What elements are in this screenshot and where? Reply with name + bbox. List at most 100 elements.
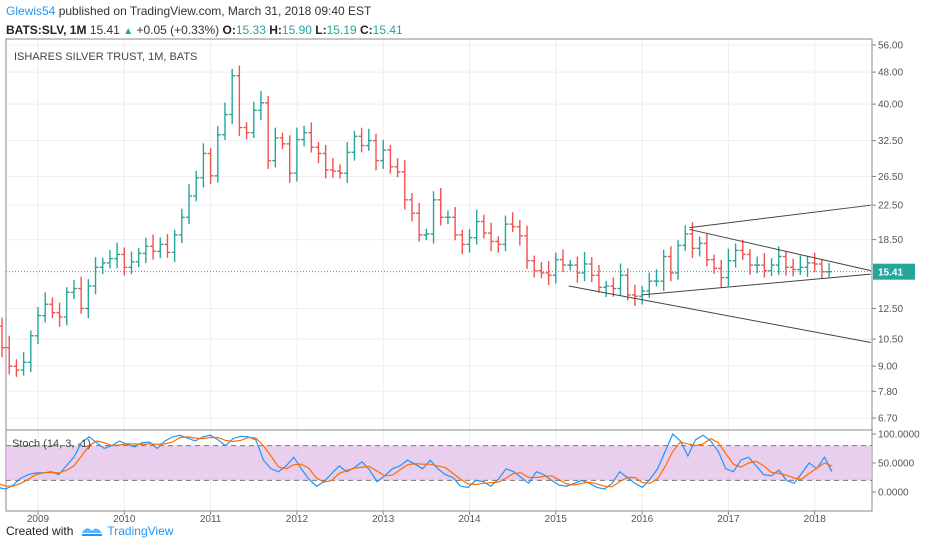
ohlc-bar (257, 90, 264, 121)
ohlc-bar (660, 249, 667, 291)
ohlc-bar (243, 122, 250, 140)
ohlc-bar (344, 142, 351, 183)
ohlc-bar (315, 142, 322, 164)
ohlc-bar (6, 335, 13, 375)
ohlc-bar (322, 144, 329, 179)
ohlc-bar (293, 127, 300, 182)
chart-header: Glewis54 published on TradingView.com, M… (6, 2, 926, 41)
ohlc-bar (128, 251, 135, 275)
symbol-label: BATS:SLV, 1M (6, 23, 87, 37)
stoch-band (6, 445, 872, 481)
ohlc-bar (20, 352, 27, 376)
ohlc-bar (308, 122, 315, 153)
open-value: 15.33 (235, 23, 266, 37)
ohlc-bar (610, 277, 617, 297)
ohlc-bar (423, 228, 430, 241)
author-link[interactable]: Glewis54 (6, 4, 56, 18)
ohlc-bar (531, 255, 538, 278)
ohlc-bar (480, 214, 487, 239)
y-tick-label: 22.50 (878, 201, 903, 212)
ohlc-bar (178, 208, 185, 244)
stoch-y-tick-label: 0.0000 (878, 488, 909, 499)
ohlc-bar (142, 237, 149, 264)
ohlc-bar (42, 292, 49, 323)
price-series: 15.41 (0, 65, 915, 377)
created-with-text: Created with (6, 524, 74, 538)
tradingview-link[interactable]: TradingView (81, 524, 173, 538)
ohlc-bar (675, 240, 682, 280)
ohlc-bar (524, 225, 531, 270)
y-tick-label: 12.50 (878, 304, 903, 315)
stoch-overbought-oversold-band (6, 445, 872, 481)
x-tick-label: 2015 (545, 514, 568, 525)
ohlc-bar (351, 131, 358, 161)
stoch-y-tick-label: 100.0000 (878, 430, 920, 441)
ohlc-bar (682, 225, 689, 251)
y-tick-label: 6.70 (878, 414, 898, 425)
ohlc-bar (408, 192, 415, 222)
ohlc-bar (35, 307, 41, 345)
ohlc-bar (200, 143, 207, 188)
high-label: H: (269, 23, 282, 37)
ohlc-bar (466, 229, 473, 253)
ohlc-bar (221, 102, 228, 141)
ohlc-bar (250, 101, 257, 139)
ohlc-bar (207, 148, 214, 185)
ohlc-bar (574, 256, 581, 283)
close-label: C: (359, 23, 373, 37)
tradingview-brand: TradingView (107, 524, 174, 538)
ohlc-bar (365, 128, 372, 151)
x-tick-label: 2018 (804, 514, 827, 525)
tradingview-logo-icon (82, 528, 103, 536)
ohlc-bar (373, 133, 380, 171)
y-tick-label: 32.50 (878, 136, 903, 147)
trendline-upper-expanding (689, 204, 871, 229)
ohlc-bar (186, 184, 193, 225)
ohlc-bar (473, 209, 480, 245)
ohlc-bar (394, 158, 401, 178)
ohlc-bar (538, 262, 545, 279)
ohlc-bar (725, 248, 732, 286)
trendline-upper-triangle (689, 228, 871, 272)
ohlc-bar (444, 210, 451, 225)
ohlc-bar (135, 248, 142, 268)
ohlc-bar (459, 229, 466, 255)
y-axis: 56.00 48.00 40.00 32.50 26.50 22.50 18.50 12.50… (872, 41, 920, 499)
chart-title: ISHARES SILVER TRUST, 1M, BATS (14, 51, 197, 63)
last-price: 15.41 (89, 23, 120, 37)
ohlc-bar (157, 237, 164, 259)
x-tick-label: 2009 (27, 514, 50, 525)
footer: Created with TradingView (6, 524, 173, 538)
ohlc-bar (56, 302, 63, 327)
stoch-series (0, 432, 833, 490)
low-value: 15.19 (326, 23, 357, 37)
ohlc-bar (696, 236, 703, 257)
ohlc-bar (631, 284, 638, 306)
ohlc-bar (754, 256, 761, 274)
stoch-k-line (0, 432, 833, 490)
ohlc-bar (775, 246, 782, 275)
ohlc-bar (639, 285, 646, 305)
grid (6, 39, 872, 511)
ohlc-bar (27, 330, 34, 373)
ohlc-bar (739, 240, 746, 260)
ohlc-bar (667, 246, 674, 282)
ohlc-bar (552, 252, 559, 284)
ohlc-bar (653, 269, 660, 287)
ohlc-bar (811, 252, 818, 273)
y-tick-label: 7.80 (878, 387, 898, 398)
ohlc-bar (0, 317, 6, 358)
ohlc-bar (150, 234, 157, 260)
ohlc-bar (452, 207, 459, 241)
ohlc-bar (337, 164, 344, 179)
ohlc-bar (265, 95, 272, 169)
chart-frame (5, 38, 873, 512)
last-price-badge (873, 263, 915, 280)
ohlc-bar (92, 257, 99, 295)
open-label: O: (222, 23, 236, 37)
ohlc-bar (401, 159, 408, 210)
ohlc-bar (488, 222, 495, 252)
ohlc-bar (63, 287, 70, 326)
ohlc-bar (782, 251, 789, 276)
